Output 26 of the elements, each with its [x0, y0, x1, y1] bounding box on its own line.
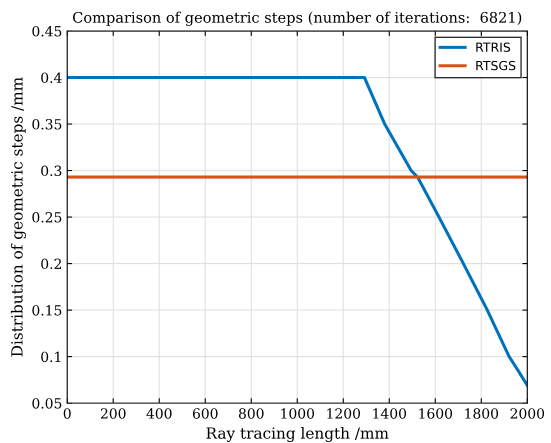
x-tick-label: 0	[64, 408, 71, 419]
x-tick-label: 600	[192, 408, 218, 419]
legend-label: RTRIS	[476, 42, 510, 52]
x-tick-label: 1800	[465, 408, 498, 419]
x-tick-label: 200	[100, 408, 126, 419]
x-tick-label: 1000	[281, 408, 314, 419]
x-tick-label: 1200	[327, 408, 360, 419]
x-tick-label: 1400	[373, 408, 406, 419]
legend-label: RTSGS	[476, 60, 516, 70]
y-axis-title: Distribution of geometric steps /mm	[10, 77, 26, 356]
x-tick-label: 1600	[419, 408, 452, 419]
y-tick-label: 0.05	[32, 398, 62, 409]
y-tick-label: 0.45	[32, 26, 62, 36]
y-tick-label: 0.35	[32, 119, 62, 130]
x-tick-label: 400	[146, 408, 172, 419]
x-axis-title: Ray tracing length /mm	[206, 426, 389, 442]
y-tick-label: 0.25	[32, 212, 62, 223]
y-tick-label: 0.15	[32, 305, 62, 316]
x-tick-label: 800	[238, 408, 264, 419]
chart-title: Comparison of geometric steps (number of iterations: 6821)	[73, 12, 522, 26]
y-tick-label: 0.3	[41, 166, 62, 176]
line-series	[67, 76, 528, 387]
y-tick-label: 0.1	[41, 352, 60, 362]
x-tick-label: 2000	[510, 408, 544, 419]
y-tick-label: 0.2	[41, 258, 61, 270]
y-tick-label: 0.4	[41, 72, 62, 83]
